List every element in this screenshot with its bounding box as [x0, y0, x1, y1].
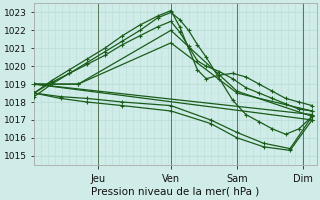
X-axis label: Pression niveau de la mer( hPa ): Pression niveau de la mer( hPa ) — [91, 187, 260, 197]
